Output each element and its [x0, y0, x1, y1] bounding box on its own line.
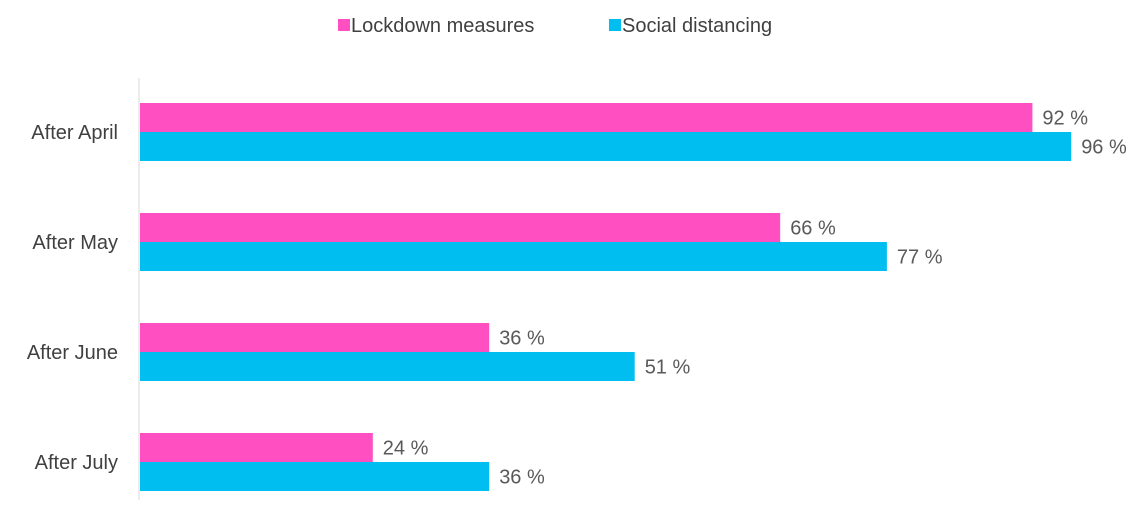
category-labels: After April After May After June After July: [27, 122, 118, 474]
legend-label-2: Social distancing: [622, 15, 772, 37]
data-label: 66 %: [790, 218, 836, 240]
bar-lockdown: [140, 213, 781, 242]
bar-lockdown: [140, 323, 490, 352]
legend-swatch-1: [338, 19, 350, 31]
bar-distancing: [140, 242, 887, 271]
data-label: 36 %: [499, 467, 545, 489]
data-label: 24 %: [383, 438, 429, 460]
data-label: 51 %: [645, 357, 691, 379]
bar-distancing: [140, 462, 490, 491]
bars-group: [140, 103, 1072, 491]
data-labels: 92 % 96 % 66 % 77 % 36 % 51 % 24 % 36 %: [383, 108, 1127, 489]
bar-distancing: [140, 132, 1072, 161]
data-label: 92 %: [1042, 108, 1088, 130]
legend-swatch-2: [609, 19, 621, 31]
category-label: After April: [31, 122, 118, 144]
category-label: After June: [27, 342, 118, 364]
bar-distancing: [140, 352, 635, 381]
category-label: After May: [32, 232, 118, 254]
legend-label-1: Lockdown measures: [351, 15, 534, 37]
legend: Lockdown measures Social distancing: [338, 15, 772, 37]
category-label: After July: [35, 452, 118, 474]
data-label: 96 %: [1081, 137, 1127, 159]
data-label: 77 %: [897, 247, 943, 269]
data-label: 36 %: [499, 328, 545, 350]
bar-lockdown: [140, 433, 373, 462]
bar-lockdown: [140, 103, 1033, 132]
